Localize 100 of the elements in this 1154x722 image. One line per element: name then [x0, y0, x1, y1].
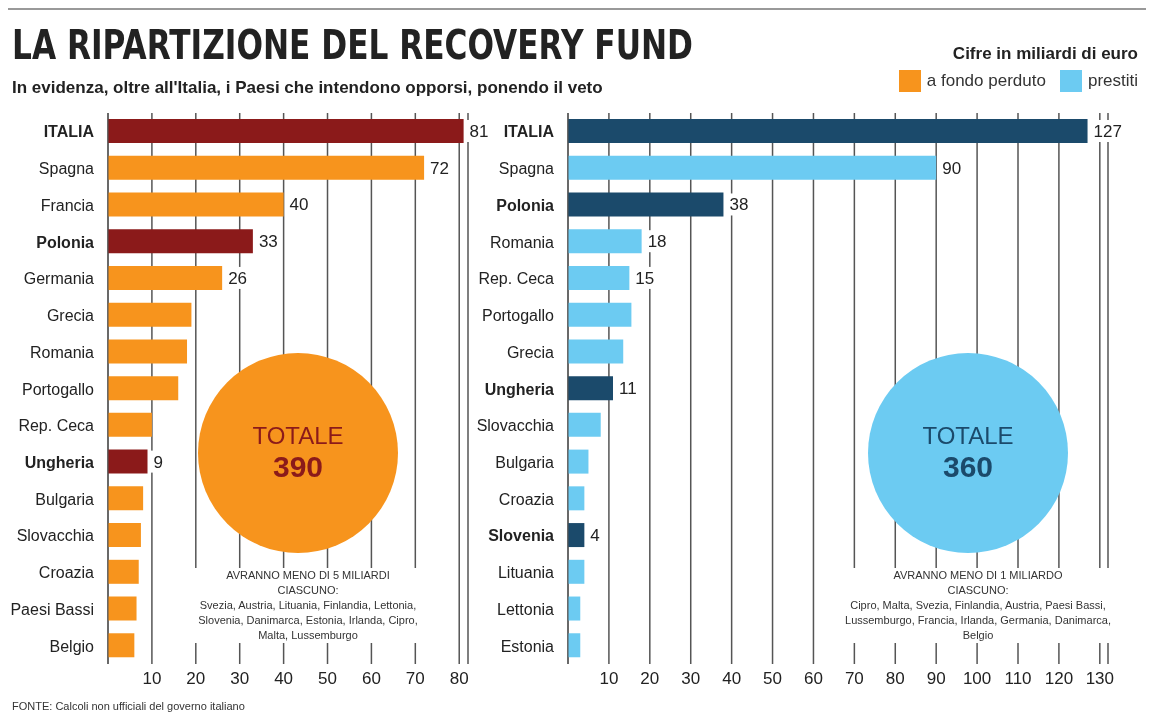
- annotation: Svezia, Austria, Lituania, Finlandia, Lettonia, Slovenia, Danimarca, Estonia, Irlanda, Cipro, Malta, Lussemburgo: [197, 598, 419, 643]
- y-tick-label: Lituania: [497, 564, 555, 582]
- y-tick-label: Portogallo: [21, 380, 95, 398]
- x-tick-label: 20: [640, 669, 660, 689]
- chart-title: LA RIPARTIZIONE DEL RECOVERY FUND: [12, 22, 693, 68]
- y-tick-label: Lettonia: [497, 600, 555, 618]
- y-tick-label: Grecia: [506, 343, 555, 361]
- y-tick-label: Francia: [40, 196, 95, 214]
- bar: [568, 449, 589, 474]
- legend-label: a fondo perduto: [925, 70, 1046, 92]
- y-tick-label: Romania: [29, 343, 95, 361]
- y-tick-label: Portogallo: [481, 307, 555, 325]
- x-tick-label: 50: [763, 669, 783, 689]
- data-label: 18: [647, 232, 667, 252]
- bar: [108, 559, 139, 584]
- bar: [568, 155, 937, 180]
- data-label: 38: [729, 195, 749, 215]
- x-tick-label: 70: [405, 669, 425, 689]
- bar: [108, 449, 148, 474]
- y-tick-label: Ungheria: [484, 380, 555, 398]
- bar: [568, 339, 624, 364]
- x-tick-label: 80: [885, 669, 905, 689]
- x-tick-label: 40: [274, 669, 294, 689]
- y-tick-label: ITALIA: [43, 123, 95, 141]
- y-tick-label: Germania: [23, 270, 95, 288]
- y-tick-label: Slovacchia: [16, 527, 95, 545]
- y-tick-label: Slovenia: [488, 527, 555, 545]
- annotation: TOTALE: [922, 422, 1014, 450]
- annotation: AVRANNO MENO DI 1 MILIARDO CIASCUNO:: [892, 568, 1064, 598]
- annotation: 360: [942, 450, 994, 484]
- y-tick-label: Paesi Bassi: [10, 600, 94, 618]
- bar: [108, 155, 425, 180]
- y-tick-label: Romania: [489, 233, 555, 251]
- chart-subtitle: In evidenza, oltre all'Italia, i Paesi che intendono opporsi, ponendo il veto: [12, 78, 603, 98]
- y-tick-label: Croazia: [38, 564, 95, 582]
- x-tick-label: 90: [926, 669, 946, 689]
- circle-badge: TOTALE 390: [198, 353, 398, 553]
- y-tick-label: Spagna: [498, 160, 555, 178]
- annotation: 390: [272, 450, 324, 484]
- x-tick-label: 80: [449, 669, 469, 689]
- bar: [568, 229, 642, 254]
- bar: [568, 486, 585, 511]
- annotation: AVRANNO MENO DI 5 MILIARDI CIASCUNO:: [225, 568, 391, 598]
- bar: [108, 229, 253, 254]
- bar: [108, 339, 188, 364]
- x-tick-label: 60: [803, 669, 823, 689]
- bar: [568, 192, 724, 217]
- x-tick-label: 120: [1044, 669, 1074, 689]
- bar: [108, 523, 141, 548]
- y-tick-label: Bulgaria: [495, 453, 555, 471]
- legend-label: prestiti: [1086, 70, 1138, 92]
- bar: [108, 265, 223, 290]
- bar: [108, 486, 144, 511]
- legend-title: Cifre in miliardi di euro: [951, 44, 1138, 64]
- y-tick-label: Estonia: [500, 637, 555, 655]
- x-tick-label: 130: [1085, 669, 1115, 689]
- x-tick-label: 30: [681, 669, 701, 689]
- bar: [108, 119, 464, 143]
- y-tick-label: Polonia: [36, 233, 95, 251]
- x-tick-label: 70: [844, 669, 864, 689]
- y-tick-label: Bulgaria: [35, 490, 95, 508]
- data-label: 40: [289, 195, 309, 215]
- annotation: Cipro, Malta, Svezia, Finlandia, Austria, Paesi Bassi, Lussemburgo, Francia, Irlanda, Germania, Danimarca, Belgio: [844, 598, 1112, 643]
- y-tick-label: Slovacchia: [476, 417, 555, 435]
- bar: [108, 192, 284, 217]
- x-tick-label: 60: [361, 669, 381, 689]
- bar: [568, 302, 632, 327]
- data-label: 72: [430, 158, 450, 178]
- bar: [568, 412, 601, 437]
- x-tick-label: 50: [318, 669, 337, 689]
- data-label: 81: [469, 122, 489, 141]
- y-tick-label: Ungheria: [24, 453, 95, 471]
- bar: [568, 523, 585, 548]
- y-tick-label: Rep. Ceca: [478, 270, 555, 288]
- bar: [568, 376, 613, 401]
- bar: [108, 376, 179, 401]
- x-tick-label: 110: [1004, 669, 1032, 689]
- x-tick-label: 100: [962, 669, 992, 689]
- bar: [108, 302, 192, 327]
- x-tick-label: 10: [142, 669, 162, 689]
- bar: [568, 559, 585, 584]
- y-tick-label: Rep. Ceca: [18, 417, 95, 435]
- data-label: 11: [619, 379, 637, 399]
- data-label: 9: [153, 452, 163, 472]
- data-label: 4: [590, 526, 600, 546]
- y-tick-label: ITALIA: [503, 123, 555, 141]
- x-tick-label: 20: [186, 669, 206, 689]
- x-tick-label: 40: [722, 669, 742, 689]
- y-tick-label: Polonia: [496, 196, 555, 214]
- data-label: 15: [635, 268, 655, 288]
- x-tick-label: 10: [599, 669, 619, 689]
- data-label: 90: [942, 158, 962, 178]
- y-tick-label: Grecia: [46, 307, 95, 325]
- data-label: 127: [1093, 122, 1122, 141]
- y-tick-label: Belgio: [49, 637, 95, 655]
- y-tick-label: Spagna: [38, 160, 95, 178]
- circle-badge: TOTALE 360: [868, 353, 1068, 553]
- y-tick-label: Croazia: [498, 490, 555, 508]
- x-tick-label: 30: [230, 669, 250, 689]
- bar: [108, 412, 152, 437]
